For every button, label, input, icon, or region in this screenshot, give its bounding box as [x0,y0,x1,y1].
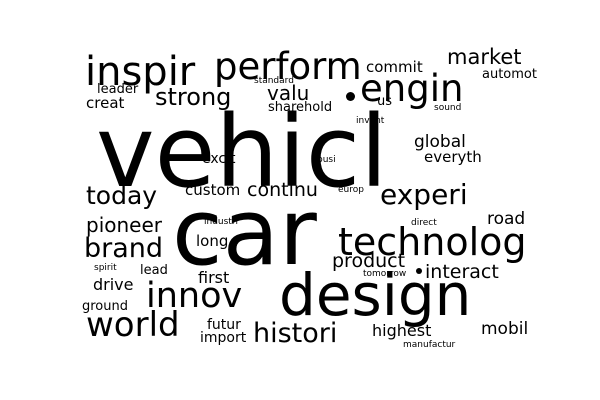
word-sound: sound [434,103,462,113]
dot-mark [346,92,355,101]
word-highest: highest [372,321,432,340]
word-pioneer: pioneer [86,213,162,237]
word-design: design [279,261,472,329]
word-perform: perform [214,45,362,88]
word-road: road [487,209,526,229]
word-standard: standard [254,76,294,86]
word-global: global [414,132,466,152]
word-innov: innov [146,276,243,316]
word-automot: automot [482,67,537,82]
word-us: us [377,94,393,109]
word-busi: busi [317,155,336,165]
word-valu: valu [267,81,310,105]
word-continu: continu [247,179,318,201]
word-interact: interact [425,261,499,283]
word-futur: futur [207,317,241,333]
word-manufactur: manufactur [403,340,456,350]
word-everyth: everyth [424,148,482,166]
word-world: world [86,305,180,345]
word-today: today [86,181,158,210]
word-strong: strong [155,83,232,111]
word-leader: leader [97,82,139,97]
word-inspir: inspir [85,49,196,95]
word-invent: invent [356,116,385,126]
word-lead: lead [140,263,168,278]
word-market: market [447,45,522,69]
word-import: import [200,330,247,346]
word-engin: engin [360,67,464,110]
word-creat: creat [86,94,125,112]
dot-mark [416,268,422,274]
word-drive: drive [93,275,134,294]
word-car: car [172,179,317,286]
word-ground: ground [82,299,128,314]
word-industri: industri [204,217,239,227]
word-long: long [196,232,229,250]
word-first: first [198,268,230,287]
word-product: product [332,250,406,272]
word-vehicl: vehicl [96,95,388,210]
word-histori: histori [253,318,338,349]
word-brand: brand [84,233,164,264]
word-experi: experi [380,178,468,211]
word-spirit: spirit [94,263,117,273]
word-sharehold: sharehold [268,100,333,115]
word-direct: direct [411,218,437,228]
word-europ: europ [338,185,364,195]
word-mobil: mobil [481,319,529,339]
word-custom: custom [185,181,241,199]
word-commit: commit [366,58,423,76]
word-technolog: technolog [338,220,527,264]
word-tomorrow: tomorrow [363,269,407,279]
word-excit: excit [202,151,236,167]
